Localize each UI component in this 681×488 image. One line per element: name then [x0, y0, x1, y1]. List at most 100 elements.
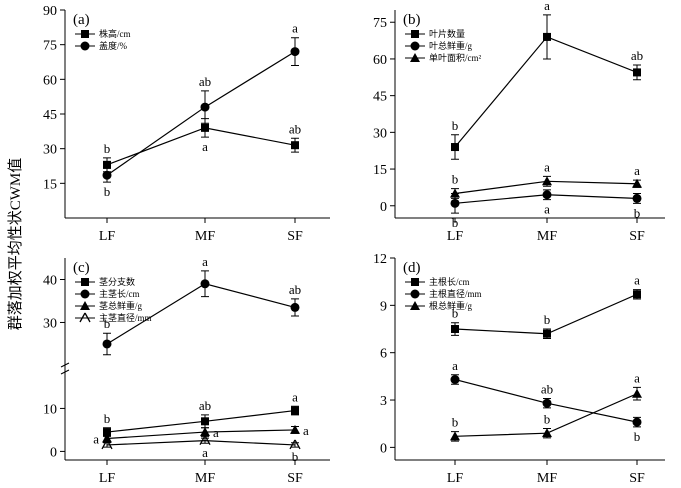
panel-d-legend-entry: 主根长/cm — [429, 276, 470, 287]
panel-d-significance-label: b — [452, 415, 459, 430]
marker-panel-c-s2 — [200, 427, 210, 437]
marker-panel-d-legend-s0 — [411, 278, 419, 286]
panel-b-legend-entry: 叶总鲜重/g — [429, 40, 473, 51]
marker-panel-a-s1 — [200, 102, 210, 112]
panel-a-y-tick-label: 30 — [43, 143, 57, 158]
panel-c-significance-label: a — [303, 423, 309, 438]
panel-a-series-line-1 — [106, 51, 296, 176]
panel-d-significance-label: ab — [541, 381, 553, 396]
panel-d-significance-label: b — [634, 429, 641, 444]
panel-c-x-tick-label: SF — [287, 471, 303, 486]
panel-b-significance-label: ab — [631, 48, 643, 63]
marker-panel-b-s0 — [633, 68, 641, 77]
marker-panel-c-s2 — [102, 433, 112, 443]
panel-c-legend-entry: 主茎长/cm — [99, 288, 140, 299]
marker-panel-d-s1 — [632, 417, 642, 427]
panel-c-y-tick-label: 40 — [43, 273, 57, 288]
panel-c-y-tick-label: 30 — [43, 316, 57, 331]
panel-b-legend-entry: 叶片数量 — [429, 28, 465, 39]
panel-b-y-tick-label: 30 — [373, 126, 387, 141]
marker-panel-b-legend-s2 — [410, 53, 420, 62]
panel-d-x-tick-label: SF — [629, 471, 645, 486]
panel-c-legend-entry: 茎分支数 — [99, 276, 135, 287]
marker-panel-d-s0 — [451, 325, 459, 334]
panel-c-significance-label: ab — [199, 398, 211, 413]
panel-a-legend-entry: 株高/cm — [99, 28, 131, 39]
marker-panel-d-s1 — [450, 375, 460, 385]
marker-panel-c-s1 — [200, 279, 210, 289]
marker-panel-d-s2 — [450, 431, 460, 441]
panel-b-x-tick-label: MF — [537, 229, 557, 244]
marker-panel-c-s0 — [291, 406, 299, 415]
panel-c-legend-entry: 茎总鲜重/g — [99, 300, 143, 311]
marker-panel-b-s1 — [450, 198, 460, 208]
marker-panel-a-s1 — [290, 47, 300, 57]
marker-panel-d-s0 — [543, 329, 551, 338]
panel-a-significance-label: b — [104, 184, 111, 199]
marker-panel-a-legend-s0 — [81, 30, 89, 38]
marker-panel-b-s0 — [543, 32, 551, 41]
panel-b-y-tick-label: 75 — [373, 16, 387, 31]
panel-d-significance-label: a — [634, 370, 640, 385]
marker-panel-c-s3 — [289, 439, 301, 450]
panel-a-series-line-0 — [106, 127, 296, 166]
panel-d-y-tick-label: 3 — [380, 394, 387, 409]
panel-b-significance-label: a — [544, 202, 550, 217]
panel-a-y-tick-label: 90 — [43, 4, 57, 19]
panel-d-significance-label: a — [634, 273, 640, 288]
panel-b-significance-label: b — [452, 118, 459, 133]
panel-a-x-tick-label: LF — [99, 229, 116, 244]
panel-c-axis-break — [60, 362, 70, 375]
panel-c-significance-label: b — [104, 426, 111, 441]
panel-d-x-tick-label: LF — [447, 471, 464, 486]
marker-panel-a-s0 — [291, 141, 299, 150]
panel-c-y-tick-label: 10 — [43, 402, 57, 417]
panel-c-legend-entry: 主茎直径/mm — [99, 312, 152, 323]
panel-d-axes — [390, 257, 665, 465]
marker-panel-c-s3 — [199, 435, 211, 445]
panel-a-y-tick-label: 60 — [43, 73, 57, 88]
panel-b-y-tick-label: 0 — [380, 200, 387, 215]
panel-b-significance-label: a — [544, 0, 550, 13]
panel-d-y-tick-label: 0 — [380, 441, 387, 456]
panel-a-x-tick-label: SF — [287, 229, 303, 244]
panel-d-y-tick-label: 9 — [380, 299, 387, 314]
panel-c-axes — [60, 258, 330, 465]
panel-d-significance-label: b — [544, 312, 551, 327]
panel-a-significance-label: ab — [289, 121, 301, 136]
marker-panel-d-legend-s2 — [410, 301, 420, 310]
panel-a-significance-label: a — [202, 139, 208, 154]
marker-panel-c-s1 — [102, 339, 112, 349]
panel-a-y-tick-label: 75 — [43, 39, 57, 54]
panel-a-y-tick-label: 15 — [43, 177, 57, 192]
panel-b-significance-label: b — [634, 205, 641, 220]
panel-d-y-tick-label: 6 — [380, 347, 387, 362]
marker-panel-c-legend-s2 — [80, 301, 90, 310]
marker-panel-d-s0 — [633, 290, 641, 299]
panel-a-x-tick-label: MF — [195, 229, 215, 244]
panel-b-x-tick-label: LF — [447, 229, 464, 244]
panel-c-significance-label: a — [93, 432, 99, 447]
marker-panel-c-legend-s1 — [80, 289, 90, 299]
marker-panel-b-s2 — [632, 178, 642, 188]
panel-b-legend-entry: 单叶面积/cm² — [429, 52, 481, 63]
panel-a-y-tick-label: 45 — [43, 108, 57, 123]
panel-d-x-tick-label: MF — [537, 471, 557, 486]
panel-c-significance-label: a — [292, 389, 298, 404]
marker-panel-d-s2 — [542, 428, 552, 438]
panel-c-error-bar — [103, 442, 111, 448]
panel-c-x-tick-label: LF — [99, 471, 116, 486]
panel-c-significance-label: a — [213, 425, 219, 440]
marker-panel-b-s1 — [542, 190, 552, 200]
marker-panel-c-legend-s0 — [81, 278, 89, 286]
panel-b-y-tick-label: 45 — [373, 90, 387, 105]
marker-panel-b-legend-s1 — [410, 41, 420, 51]
panel-a-axes — [60, 9, 330, 223]
panel-d-y-tick-label: 12 — [373, 252, 387, 267]
panel-a-significance-label: b — [104, 141, 111, 156]
panel-b-significance-label: b — [452, 172, 459, 187]
